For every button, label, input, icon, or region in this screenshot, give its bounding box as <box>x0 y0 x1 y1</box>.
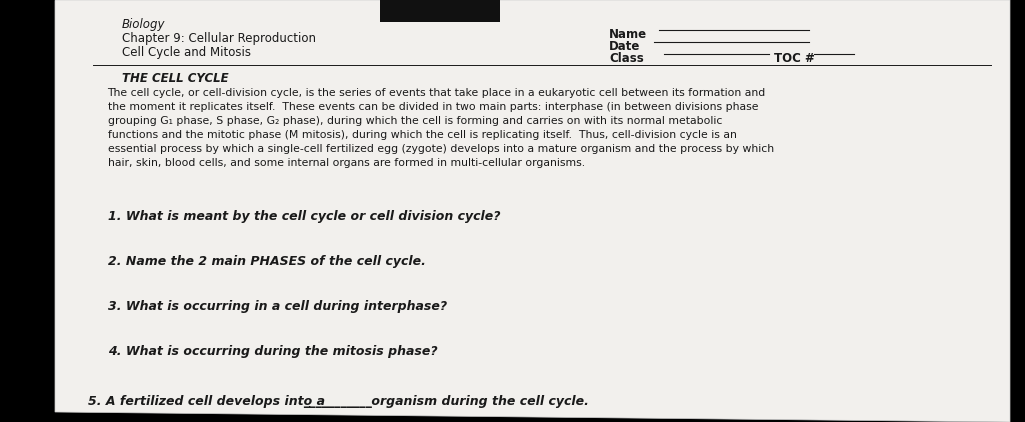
Text: functions and the mitotic phase (M mitosis), during which the cell is replicatin: functions and the mitotic phase (M mitos… <box>108 130 736 140</box>
Text: hair, skin, blood cells, and some internal organs are formed in multi-cellular o: hair, skin, blood cells, and some intern… <box>108 158 584 168</box>
Text: Biology: Biology <box>122 18 165 31</box>
Text: the moment it replicates itself.  These events can be divided in two main parts:: the moment it replicates itself. These e… <box>108 102 758 112</box>
Text: Cell Cycle and Mitosis: Cell Cycle and Mitosis <box>122 46 251 59</box>
Text: Name: Name <box>609 28 647 41</box>
Polygon shape <box>55 0 1010 422</box>
Text: 4. What is occurring during the mitosis phase?: 4. What is occurring during the mitosis … <box>108 345 437 358</box>
Text: organism during the cell cycle.: organism during the cell cycle. <box>367 395 588 408</box>
Text: 5. A fertilized cell develops into a: 5. A fertilized cell develops into a <box>88 395 330 408</box>
Text: Chapter 9: Cellular Reproduction: Chapter 9: Cellular Reproduction <box>122 32 316 45</box>
Text: 3. What is occurring in a cell during interphase?: 3. What is occurring in a cell during in… <box>108 300 447 313</box>
Bar <box>380 0 500 22</box>
Text: Class: Class <box>609 52 644 65</box>
Text: THE CELL CYCLE: THE CELL CYCLE <box>122 72 229 85</box>
Text: 1. What is meant by the cell cycle or cell division cycle?: 1. What is meant by the cell cycle or ce… <box>108 210 500 223</box>
Text: ___________: ___________ <box>303 395 372 408</box>
Text: The cell cycle, or cell-division cycle, is the series of events that take place : The cell cycle, or cell-division cycle, … <box>108 88 766 98</box>
Text: Date: Date <box>609 40 641 53</box>
Text: 2. Name the 2 main PHASES of the cell cycle.: 2. Name the 2 main PHASES of the cell cy… <box>108 255 425 268</box>
Text: TOC #: TOC # <box>774 52 815 65</box>
Text: grouping G₁ phase, S phase, G₂ phase), during which the cell is forming and carr: grouping G₁ phase, S phase, G₂ phase), d… <box>108 116 722 126</box>
Text: essential process by which a single-cell fertilized egg (zygote) develops into a: essential process by which a single-cell… <box>108 144 774 154</box>
Polygon shape <box>0 0 55 32</box>
